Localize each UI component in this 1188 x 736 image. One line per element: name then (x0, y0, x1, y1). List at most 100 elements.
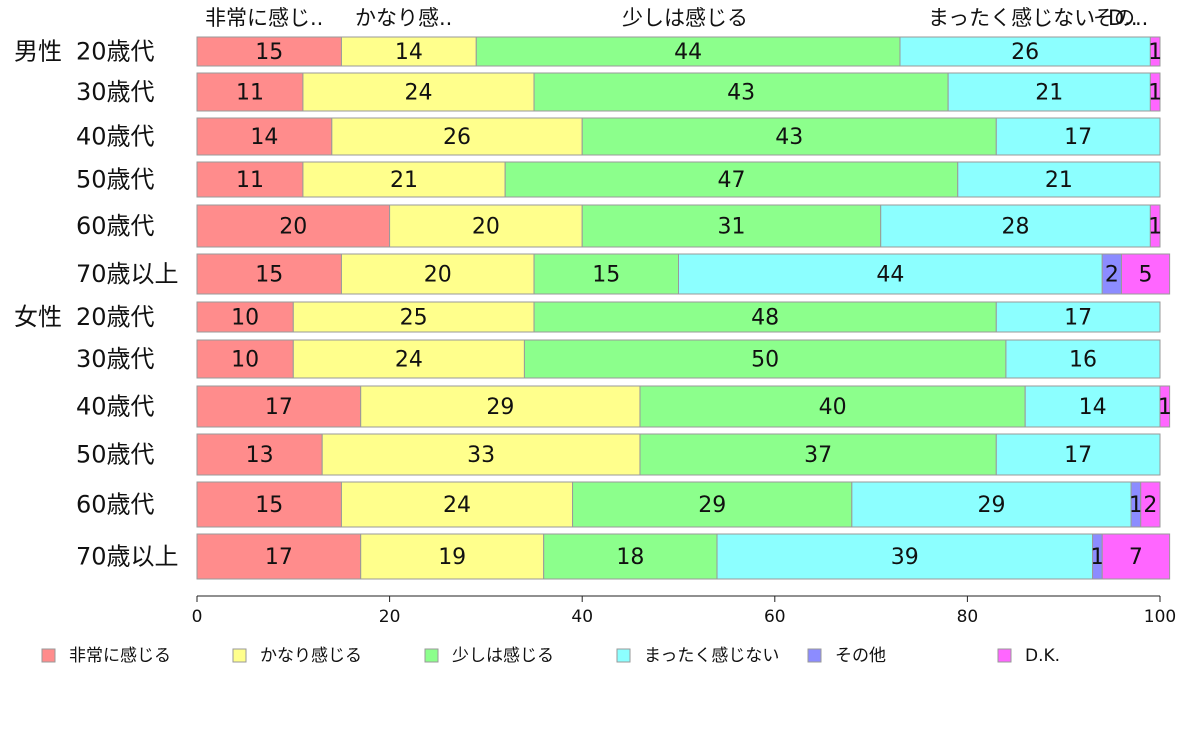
data-label-11-5: 7 (1129, 545, 1143, 570)
data-label-4-1: 20 (472, 215, 500, 240)
x-tick-label-1: 20 (379, 607, 401, 627)
bar-row-2: 14 26 43 17 (196, 117, 1161, 156)
data-label-3-1: 21 (390, 168, 418, 193)
data-label-6-0: 10 (231, 306, 259, 331)
bar-segment-2-0 (196, 117, 333, 156)
group-label-0: 男性 (14, 38, 62, 66)
bar-row-4: 20 20 31 28 1 (196, 204, 1162, 248)
category-label-5: 70歳以上 (76, 260, 179, 288)
data-label-10-3: 29 (977, 493, 1005, 518)
data-label-5-0: 15 (255, 263, 283, 288)
data-label-3-0: 11 (236, 168, 264, 193)
category-label-6: 20歳代 (76, 303, 155, 331)
data-label-8-5: 1 (1158, 395, 1172, 420)
data-label-10-1: 24 (443, 493, 471, 518)
data-label-7-1: 24 (395, 348, 423, 373)
bar-segment-10-5 (1140, 481, 1161, 528)
bar-segment-10-1 (340, 481, 574, 528)
x-axis: 0 20 40 60 80 100 (192, 595, 1176, 627)
data-label-0-3: 26 (1011, 40, 1039, 65)
data-label-3-3: 21 (1045, 168, 1073, 193)
bar-segment-0-3 (899, 36, 1151, 67)
bar-segment-0-1 (340, 36, 477, 67)
bar-segment-1-2 (533, 72, 949, 112)
bar-segment-8-0 (196, 385, 362, 428)
bar-segment-7-3 (1005, 339, 1161, 379)
top-label-5: D.. (1108, 6, 1138, 30)
bar-segment-0-5 (1149, 36, 1161, 67)
bar-segment-1-1 (302, 72, 535, 112)
data-label-1-0: 11 (236, 81, 264, 106)
bar-segment-8-3 (1024, 385, 1161, 428)
x-tick-label-4: 80 (957, 607, 979, 627)
bar-row-6: 10 25 48 17 (196, 301, 1161, 333)
data-label-11-2: 18 (616, 545, 644, 570)
data-label-2-3: 17 (1064, 125, 1092, 150)
legend-label-4: その他 (835, 646, 886, 666)
bar-segment-7-2 (523, 339, 1007, 379)
bar-segment-1-3 (947, 72, 1151, 112)
data-label-8-0: 17 (265, 395, 293, 420)
bar-segment-8-2 (639, 385, 1026, 428)
bar-row-11: 17 19 18 39 1 7 (196, 533, 1171, 580)
legend-item-3: まったく感じない (616, 646, 779, 666)
data-label-8-1: 29 (486, 395, 514, 420)
bar-row-10: 15 24 29 29 1 2 (196, 481, 1161, 528)
category-label-8: 40歳代 (76, 393, 155, 421)
data-label-4-0: 20 (279, 215, 307, 240)
data-label-2-1: 26 (443, 125, 471, 150)
x-tick-label-2: 40 (571, 607, 593, 627)
bar-segment-9-1 (321, 433, 641, 476)
data-label-6-2: 48 (751, 306, 779, 331)
data-label-1-5: 1 (1148, 81, 1162, 106)
data-label-8-2: 40 (819, 395, 847, 420)
bar-segment-4-5 (1149, 204, 1161, 248)
data-label-11-1: 19 (438, 545, 466, 570)
bar-segment-6-0 (196, 301, 294, 333)
category-label-11: 70歳以上 (76, 543, 179, 571)
data-label-10-4: 1 (1129, 493, 1143, 518)
bar-segment-5-0 (196, 253, 342, 295)
legend-item-1: かなり感じる (232, 646, 362, 666)
legend-swatch-2 (424, 648, 439, 663)
data-label-11-4: 1 (1090, 545, 1104, 570)
bar-row-0: 15 14 44 26 1 (196, 36, 1162, 67)
data-label-4-3: 28 (1002, 215, 1030, 240)
data-label-0-2: 44 (674, 40, 702, 65)
data-label-9-2: 37 (804, 443, 832, 468)
legend-label-1: かなり感じる (260, 646, 362, 666)
bar-segment-7-1 (292, 339, 525, 379)
bar-segment-5-5 (1120, 253, 1171, 295)
legend-label-0: 非常に感じる (69, 646, 171, 666)
bar-segment-3-2 (504, 161, 959, 198)
bar-segment-7-0 (196, 339, 294, 379)
data-label-1-3: 21 (1035, 81, 1063, 106)
bar-segment-0-0 (196, 36, 342, 67)
data-label-7-0: 10 (231, 348, 259, 373)
category-label-3: 50歳代 (76, 166, 155, 194)
data-label-6-1: 25 (400, 306, 428, 331)
data-label-5-3: 44 (876, 263, 904, 288)
data-label-10-5: 2 (1143, 493, 1157, 518)
data-label-9-1: 33 (467, 443, 495, 468)
x-tick-label-3: 60 (764, 607, 786, 627)
bar-segment-3-1 (302, 161, 506, 198)
category-label-2: 40歳代 (76, 123, 155, 151)
top-label-0: 非常に感じ.. (205, 6, 323, 30)
legend-item-5: D.K. (997, 646, 1060, 666)
data-label-6-3: 17 (1064, 306, 1092, 331)
data-label-4-5: 1 (1148, 215, 1162, 240)
top-label-2: 少しは感じる (622, 6, 748, 30)
bar-row-3: 11 21 47 21 (196, 161, 1161, 198)
bar-segment-6-3 (995, 301, 1161, 333)
legend-label-2: 少しは感じる (452, 646, 554, 666)
category-label-9: 50歳代 (76, 441, 155, 469)
bar-segment-10-2 (572, 481, 853, 528)
bar-segment-11-1 (360, 533, 545, 580)
data-label-3-2: 47 (717, 168, 745, 193)
data-label-1-2: 43 (727, 81, 755, 106)
legend-item-2: 少しは感じる (424, 646, 554, 666)
category-label-4: 60歳代 (76, 212, 155, 240)
top-label-1: かなり感.. (355, 6, 452, 30)
